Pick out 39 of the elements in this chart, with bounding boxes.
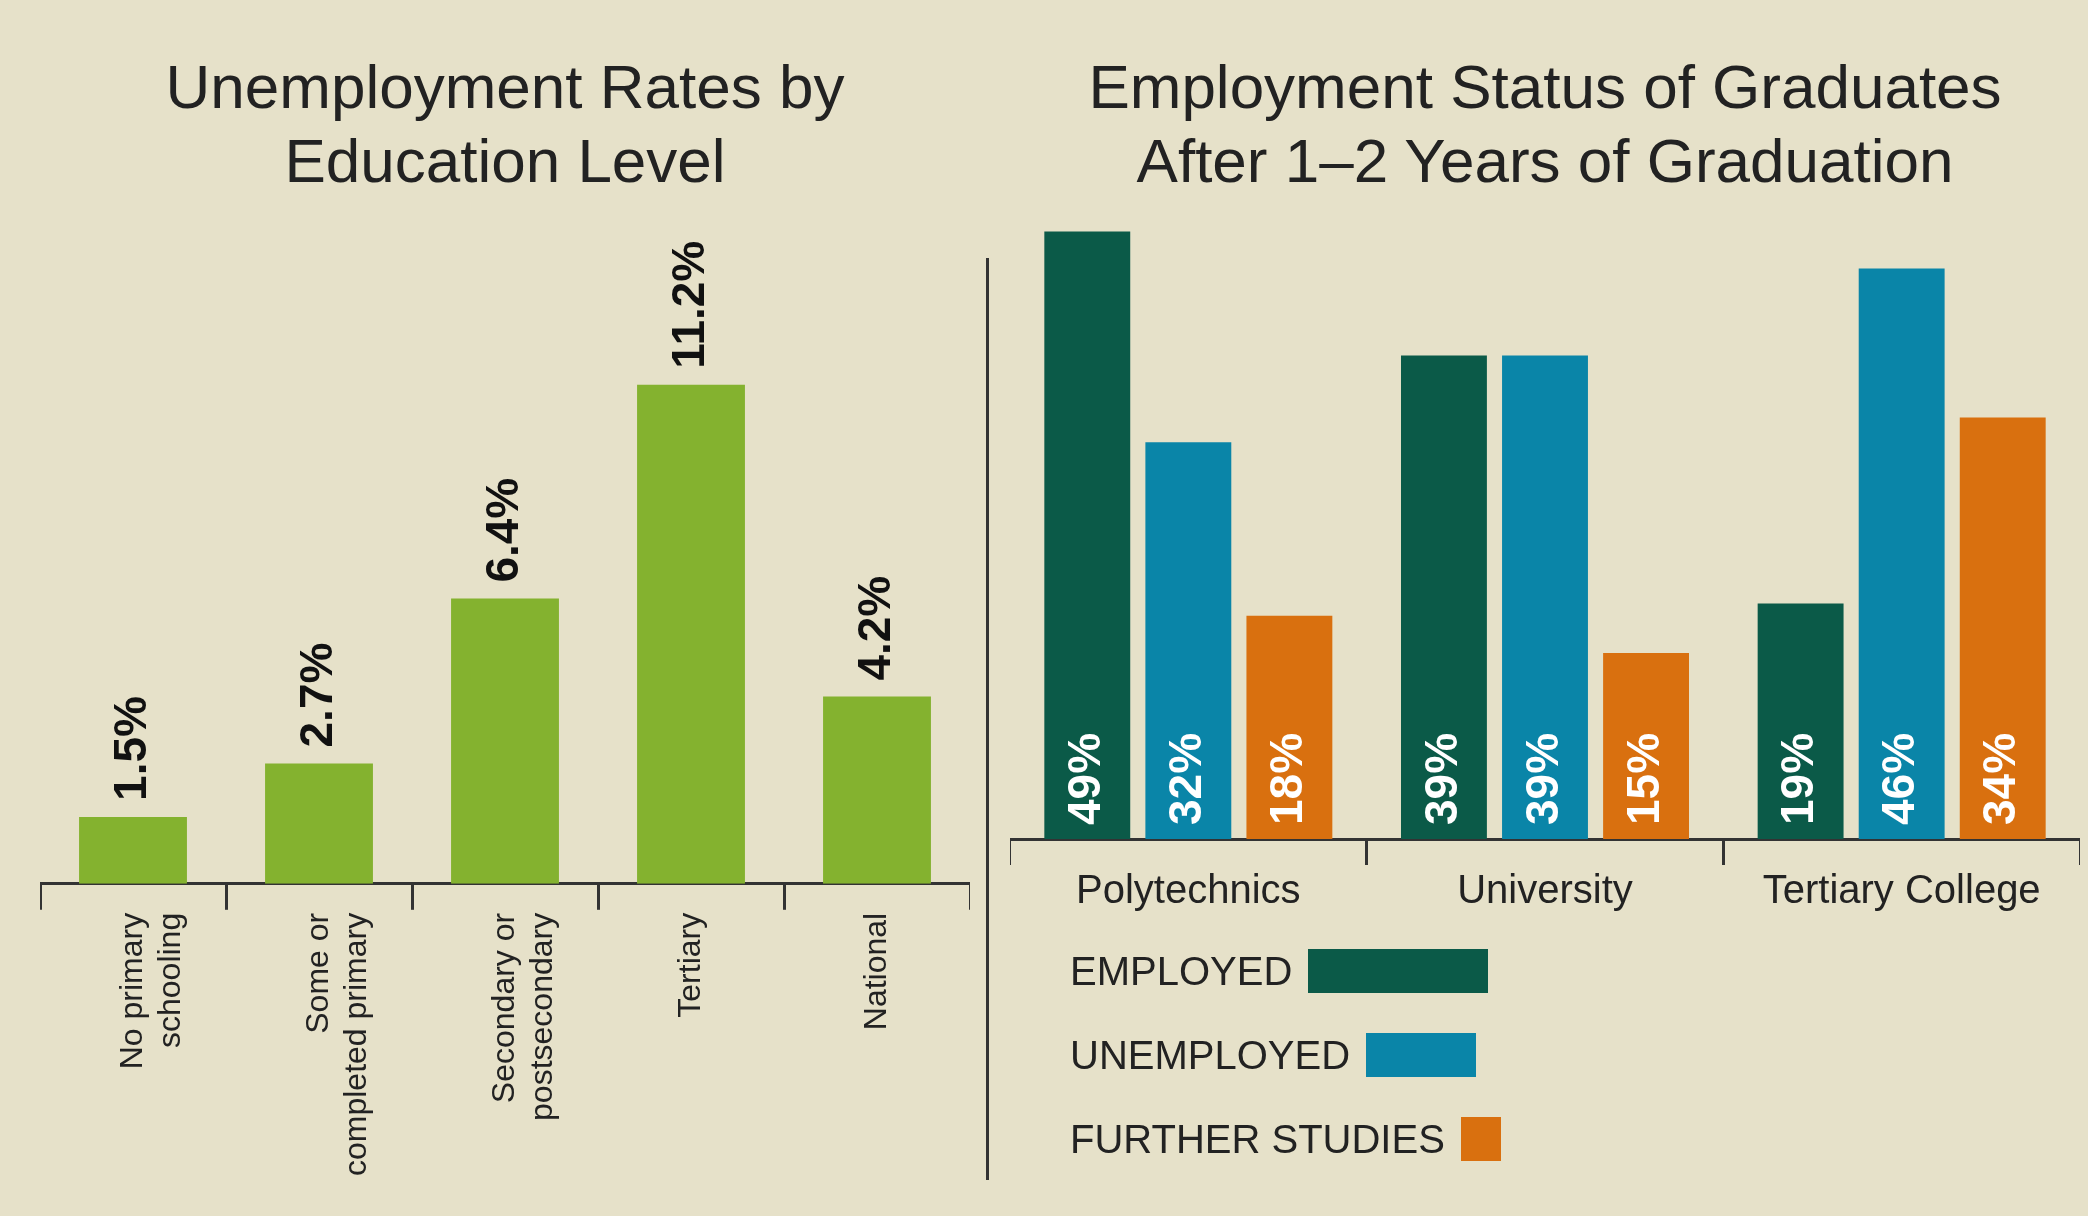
x-tick-label: Tertiary [670, 912, 707, 1018]
bar [451, 598, 559, 884]
data-label: 46% [1872, 732, 1925, 825]
bar [1858, 268, 1945, 839]
x-tick-label: Polytechnics [1076, 866, 1301, 911]
data-label: 19% [1771, 732, 1824, 825]
chart-title: Unemployment Rates by Education Level [164, 51, 846, 198]
x-tick-label: Tertiary College [1762, 866, 2041, 911]
x-tick-label: No primary schooling [112, 912, 188, 1070]
data-label: 4.2% [847, 575, 900, 681]
data-label: 49% [1057, 732, 1110, 825]
data-label: 2.7% [289, 642, 342, 748]
legend-label: EMPLOYED [1070, 948, 1293, 994]
bar [1401, 355, 1487, 839]
bar [637, 384, 745, 884]
legend-label: FURTHER STUDIES [1070, 1116, 1445, 1162]
data-label: 6.4% [475, 477, 528, 583]
bar [1246, 615, 1333, 839]
x-tick-label: University [1457, 866, 1633, 911]
legend-label: UNEMPLOYED [1070, 1032, 1351, 1078]
bar [1603, 652, 1689, 839]
bar [1959, 417, 2046, 839]
bar [79, 816, 187, 884]
data-label: 39% [1414, 732, 1467, 825]
data-label: 34% [1973, 732, 2026, 825]
data-label: 1.5% [103, 695, 156, 801]
data-label: 18% [1260, 732, 1313, 825]
bar [823, 696, 931, 884]
data-label: 11.2% [661, 240, 714, 369]
x-tick-label: National [856, 912, 893, 1030]
chart-title: Employment Status of Graduates After 1–2 Years of Graduation [1087, 51, 2003, 198]
data-label: 39% [1515, 732, 1568, 825]
bar [1145, 441, 1232, 839]
data-label: 15% [1616, 732, 1669, 825]
bar [265, 763, 373, 884]
data-label: 32% [1159, 732, 1212, 825]
bar [1044, 231, 1131, 839]
bar [1757, 603, 1844, 839]
bar [1502, 355, 1588, 839]
